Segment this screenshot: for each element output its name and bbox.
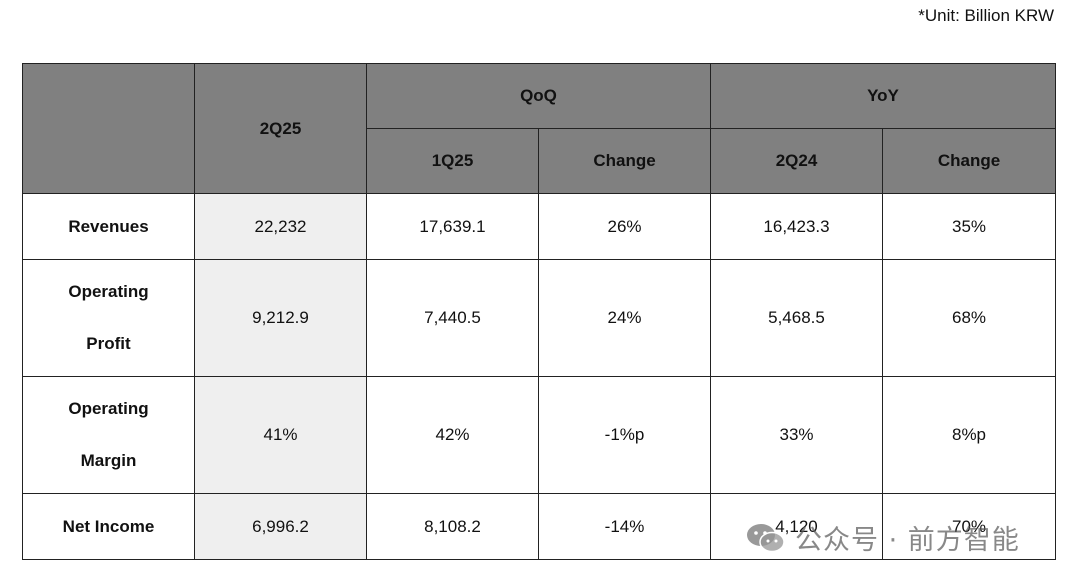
header-empty-corner — [22, 63, 195, 194]
row-label-line1: Operating — [68, 399, 149, 418]
financial-table: 2Q25 QoQ YoY 1Q25 Change 2Q24 Change Rev… — [22, 63, 1056, 560]
cell-qoq-change: -1%p — [538, 376, 711, 494]
table-row: Operating Profit 9,212.9 7,440.5 24% 5,4… — [22, 259, 1056, 377]
header-yoy-change: Change — [882, 128, 1056, 194]
header-qoq: QoQ — [366, 63, 711, 129]
header-current-quarter: 2Q25 — [194, 63, 367, 194]
cell-qoq-prev: 7,440.5 — [366, 259, 539, 377]
cell-qoq-prev: 42% — [366, 376, 539, 494]
table-row: Revenues 22,232 17,639.1 26% 16,423.3 35… — [22, 193, 1056, 260]
unit-note: *Unit: Billion KRW — [918, 6, 1054, 25]
cell-qoq-prev: 17,639.1 — [366, 193, 539, 260]
cell-yoy-change: 70% — [882, 493, 1056, 560]
table-row: Operating Margin 41% 42% -1%p 33% 8%p — [22, 376, 1056, 494]
cell-qoq-prev: 8,108.2 — [366, 493, 539, 560]
cell-yoy-prev: 33% — [710, 376, 883, 494]
cell-current: 41% — [194, 376, 367, 494]
row-label-net-income: Net Income — [22, 493, 195, 560]
cell-current: 6,996.2 — [194, 493, 367, 560]
row-label-line2: Margin — [80, 451, 137, 470]
row-label-line1: Operating — [68, 282, 149, 301]
row-label-operating-margin: Operating Margin — [22, 376, 195, 494]
cell-qoq-change: 24% — [538, 259, 711, 377]
cell-yoy-change: 35% — [882, 193, 1056, 260]
wechat-icon — [747, 523, 785, 552]
header-qoq-prev: 1Q25 — [366, 128, 539, 194]
cell-current: 9,212.9 — [194, 259, 367, 377]
cell-qoq-change: -14% — [538, 493, 711, 560]
header-yoy: YoY — [710, 63, 1056, 129]
row-label-revenues: Revenues — [22, 193, 195, 260]
cell-yoy-prev: 4,120 — [710, 493, 883, 560]
watermark-text: 公众号 · 前方智能 — [795, 525, 1020, 556]
cell-yoy-prev: 5,468.5 — [710, 259, 883, 377]
row-label-operating-profit: Operating Profit — [22, 259, 195, 377]
row-label-line2: Profit — [86, 334, 131, 353]
cell-qoq-change: 26% — [538, 193, 711, 260]
table-row: Net Income 6,996.2 8,108.2 -14% 4,120 70… — [22, 493, 1056, 560]
watermark: 公众号 · 前方智能 — [745, 518, 1020, 557]
cell-yoy-prev: 16,423.3 — [710, 193, 883, 260]
header-yoy-prev: 2Q24 — [710, 128, 883, 194]
cell-yoy-change: 68% — [882, 259, 1056, 377]
cell-current: 22,232 — [194, 193, 367, 260]
header-qoq-change: Change — [538, 128, 711, 194]
cell-yoy-change: 8%p — [882, 376, 1056, 494]
